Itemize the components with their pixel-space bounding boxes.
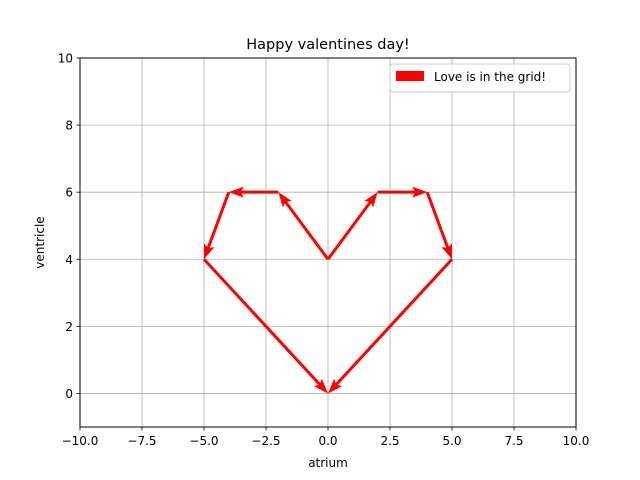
arrow	[202, 258, 328, 394]
arrow	[326, 192, 378, 261]
y-tick-label: 0	[65, 387, 73, 401]
arrow-head	[204, 243, 215, 260]
y-tick-label: 8	[65, 119, 73, 133]
x-axis-label: atrium	[308, 456, 348, 470]
x-tick-label: 2.5	[380, 434, 399, 448]
arrow-head	[364, 192, 378, 208]
arrow-head	[228, 186, 244, 198]
x-tick-label: 10.0	[563, 434, 590, 448]
x-tick-label: 5.0	[442, 434, 461, 448]
x-axis-ticks: −10.0 −7.5 −5.0 −2.5 0.0 2.5 5.0 7.5 10.0	[62, 427, 590, 448]
y-tick-label: 4	[65, 253, 73, 267]
legend-swatch	[396, 71, 424, 81]
arrow-shaft	[283, 199, 330, 261]
arrow	[425, 191, 452, 260]
legend-box	[389, 63, 571, 93]
arrow-shaft	[326, 199, 373, 261]
arrow-head	[328, 378, 343, 394]
arrow-head	[441, 243, 452, 260]
arrow-head	[412, 186, 428, 198]
legend: Love is in the grid!	[389, 63, 571, 93]
arrow-head	[278, 192, 292, 208]
y-axis-label: ventricle	[33, 216, 47, 268]
x-tick-label: −2.5	[251, 434, 280, 448]
arrow	[204, 191, 231, 260]
arrow-shaft	[425, 191, 450, 251]
y-tick-label: 10	[58, 52, 73, 66]
arrow-shaft	[333, 258, 454, 388]
x-tick-label: 0.0	[318, 434, 337, 448]
arrow-series	[202, 186, 454, 394]
chart-title: Happy valentines day!	[246, 37, 409, 53]
arrow	[278, 192, 330, 261]
y-tick-label: 6	[65, 186, 73, 200]
arrow-shaft	[206, 191, 231, 251]
x-tick-label: −5.0	[189, 434, 218, 448]
arrow	[377, 186, 428, 198]
arrow	[228, 186, 279, 198]
grid-lines	[79, 57, 577, 427]
y-tick-label: 2	[65, 320, 73, 334]
arrow-head	[313, 378, 328, 394]
arrow	[328, 258, 454, 394]
x-tick-label: 7.5	[504, 434, 523, 448]
legend-label: Love is in the grid!	[434, 70, 546, 84]
arrow-shaft	[202, 258, 323, 388]
x-tick-label: −7.5	[127, 434, 156, 448]
x-tick-label: −10.0	[62, 434, 99, 448]
y-axis-ticks: 0 2 4 6 8 10	[58, 52, 80, 401]
